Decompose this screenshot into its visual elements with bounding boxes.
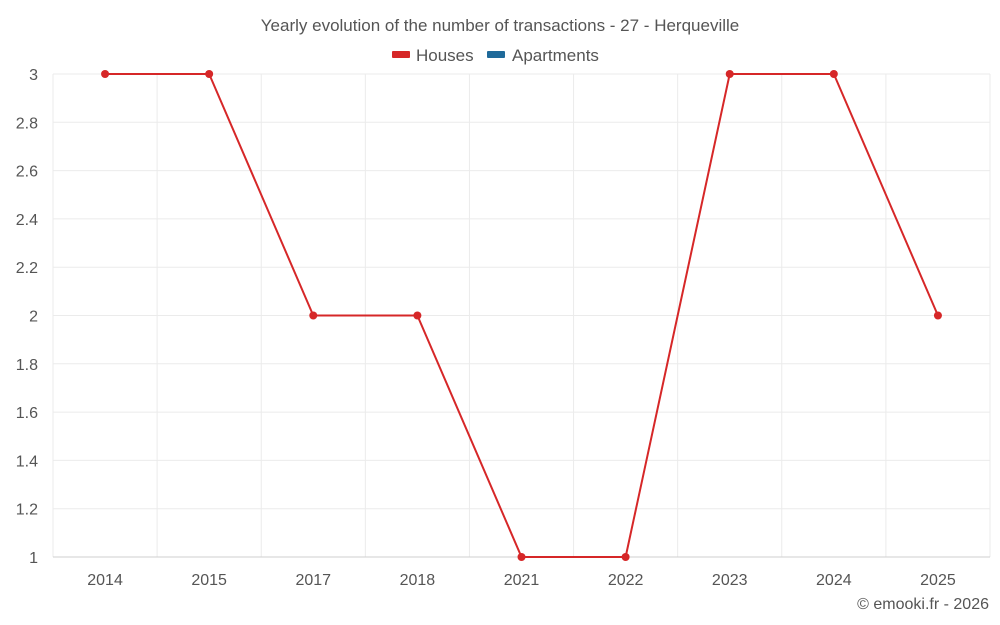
x-tick-label: 2024 (816, 572, 852, 589)
chart-title: Yearly evolution of the number of transa… (261, 16, 739, 35)
y-tick-label: 1.4 (16, 453, 38, 470)
data-point-houses[interactable] (829, 70, 838, 78)
x-tick-label: 2025 (920, 572, 956, 589)
y-tick-label: 2.8 (16, 115, 38, 132)
y-axis-ticks: 1 1.2 1.4 1.6 1.8 2 2.2 2.4 2.6 2.8 3 (16, 67, 38, 567)
x-tick-label: 2023 (712, 572, 748, 589)
x-tick-label: 2021 (504, 572, 540, 589)
y-tick-label: 2.2 (16, 260, 38, 277)
x-tick-label: 2014 (87, 572, 123, 589)
x-tick-label: 2015 (191, 572, 227, 589)
data-point-houses[interactable] (517, 553, 526, 561)
x-tick-label: 2018 (400, 572, 436, 589)
data-point-houses[interactable] (205, 70, 214, 78)
credit-text: © emooki.fr - 2026 (857, 596, 989, 613)
x-tick-label: 2017 (295, 572, 331, 589)
y-gridlines (53, 73, 990, 558)
data-point-houses[interactable] (413, 311, 422, 320)
y-tick-label: 1.8 (16, 357, 38, 374)
x-tick-label: 2022 (608, 572, 644, 589)
legend-item-houses[interactable]: Houses (392, 46, 474, 65)
y-tick-label: 1.6 (16, 405, 38, 422)
data-point-houses[interactable] (725, 70, 734, 78)
legend: Houses Apartments (392, 46, 599, 65)
y-tick-label: 2.6 (16, 164, 38, 181)
legend-label-apartments: Apartments (512, 46, 599, 65)
y-tick-label: 1 (29, 550, 38, 567)
data-point-houses[interactable] (933, 311, 942, 320)
data-point-houses[interactable] (309, 311, 318, 320)
y-tick-label: 2.4 (16, 212, 38, 229)
y-tick-label: 1.2 (16, 502, 38, 519)
data-point-houses[interactable] (621, 553, 630, 561)
legend-item-apartments[interactable]: Apartments (487, 46, 599, 65)
legend-label-houses: Houses (416, 46, 474, 65)
data-point-houses[interactable] (101, 70, 110, 78)
y-tick-label: 2 (29, 309, 38, 326)
legend-swatch-apartments (487, 51, 505, 58)
x-axis-ticks: 2014 2015 2017 2018 2021 2022 2023 2024 2025 (87, 572, 956, 589)
series-layer (101, 70, 942, 561)
y-tick-label: 3 (29, 67, 38, 84)
legend-swatch-houses (392, 51, 410, 58)
